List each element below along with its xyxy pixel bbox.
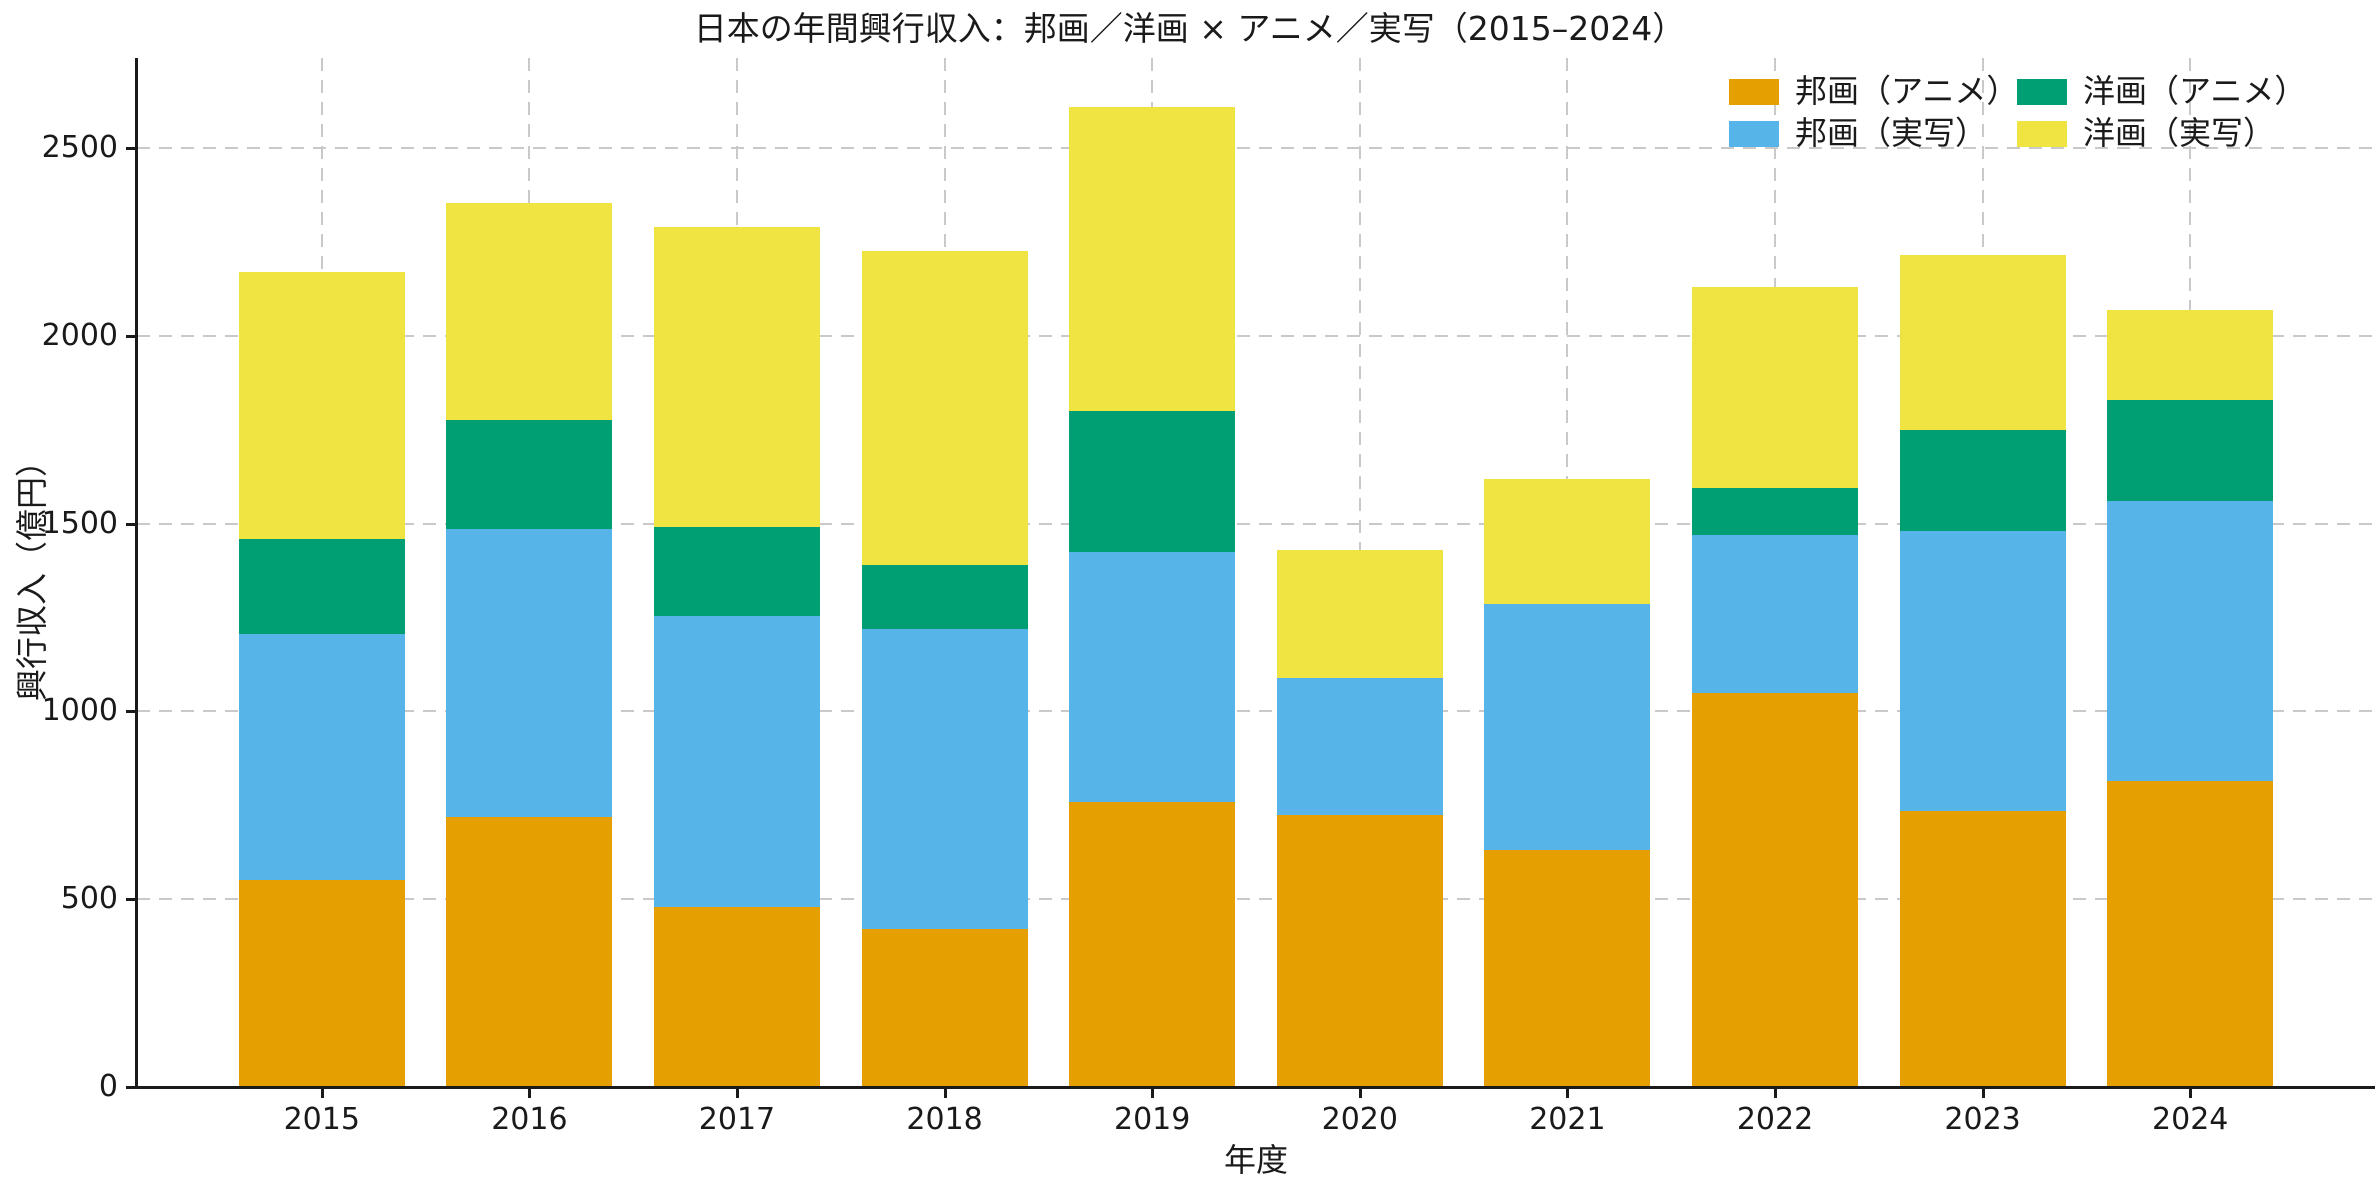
x-tick-mark [1358, 1088, 1362, 1098]
bar-segment [446, 816, 613, 1087]
bar-segment [2107, 501, 2274, 781]
x-tick-label: 2016 [491, 1102, 568, 1137]
x-tick-mark [1981, 1088, 1985, 1098]
y-tick-mark [126, 1086, 136, 1089]
x-tick-label: 2015 [283, 1102, 360, 1137]
gridline-horizontal [137, 522, 2375, 525]
x-tick-label: 2019 [1114, 1102, 1191, 1137]
x-tick-mark [2189, 1088, 2193, 1098]
gridline-horizontal [137, 147, 2375, 150]
bar-segment [446, 529, 613, 817]
bar-segment [861, 251, 1028, 565]
legend-swatch-icon [2017, 79, 2067, 105]
bar-segment [238, 538, 405, 635]
bar-segment [1899, 429, 2066, 532]
bar-segment [1484, 604, 1651, 851]
bar-segment [1069, 106, 1236, 411]
y-tick-label: 1000 [41, 693, 118, 729]
y-tick-mark [126, 147, 136, 151]
bar-segment [1692, 488, 1859, 535]
bar-segment [653, 615, 820, 907]
y-tick-mark [126, 522, 136, 526]
y-tick-label: 500 [60, 881, 118, 917]
bar-segment [2107, 780, 2274, 1087]
y-tick-label: 1500 [41, 505, 118, 541]
x-tick-label: 2020 [1321, 1102, 1398, 1137]
chart-title: 日本の年間興行収入：邦画／洋画 × アニメ／実写（2015–2024） [693, 9, 1686, 48]
x-tick-label: 2018 [906, 1102, 983, 1137]
y-tick-label: 2500 [41, 130, 118, 166]
y-tick-label: 0 [98, 1069, 118, 1104]
x-tick-mark [1774, 1088, 1778, 1098]
x-tick-label: 2021 [1529, 1102, 1606, 1137]
bar-segment [1069, 551, 1236, 802]
bar-segment [1069, 411, 1236, 552]
x-tick-label: 2023 [1944, 1102, 2021, 1137]
x-tick-mark [735, 1088, 739, 1098]
x-tick-label: 2022 [1736, 1102, 1814, 1137]
legend-label: 洋画（実写） [2083, 114, 2276, 152]
bar-segment [2107, 399, 2274, 502]
legend-swatch-icon [1729, 121, 1779, 147]
bar-segment [1069, 801, 1236, 1087]
legend-label: 洋画（アニメ） [2083, 72, 2307, 110]
bar-segment [238, 272, 405, 539]
x-tick-mark [943, 1088, 947, 1098]
y-tick-mark [126, 334, 136, 338]
bar-segment [1484, 478, 1651, 605]
bar-segment [2107, 309, 2274, 400]
bar-segment [861, 564, 1028, 629]
bar-segment [653, 527, 820, 616]
bar-segment [861, 628, 1028, 930]
bar-segment [653, 906, 820, 1087]
bar-segment [446, 420, 613, 530]
x-tick-mark [320, 1088, 324, 1098]
bar-segment [1484, 850, 1651, 1087]
y-tick-mark [126, 898, 136, 902]
bar-segment [238, 880, 405, 1087]
bar-segment [1276, 549, 1443, 678]
bar-segment [1276, 814, 1443, 1087]
x-axis-spine [135, 1086, 2375, 1089]
x-tick-mark [1566, 1088, 1570, 1098]
bar-segment [1276, 677, 1443, 815]
gridline-horizontal [137, 710, 2375, 713]
legend-label: 邦画（アニメ） [1795, 72, 2019, 110]
x-tick-label: 2017 [698, 1102, 776, 1137]
y-axis-spine [135, 58, 138, 1089]
legend-swatch-icon [1729, 79, 1779, 105]
bar-segment [1899, 255, 2066, 430]
y-tick-label: 2000 [41, 317, 118, 353]
x-tick-mark [528, 1088, 532, 1098]
x-axis-label: 年度 [1223, 1141, 1288, 1179]
bar-segment [1899, 810, 2066, 1087]
gridline-horizontal [137, 334, 2375, 337]
gridline-horizontal [137, 898, 2375, 901]
bar-segment [446, 202, 613, 421]
bar-segment [861, 929, 1028, 1087]
bar-segment [653, 226, 820, 528]
bar-segment [1899, 531, 2066, 811]
legend-label: 邦画（実写） [1795, 114, 1988, 152]
bar-segment [238, 634, 405, 881]
bar-segment [1692, 287, 1859, 488]
x-tick-label: 2024 [2152, 1102, 2229, 1137]
y-tick-mark [126, 710, 136, 714]
legend-swatch-icon [2017, 121, 2067, 147]
bar-segment [1692, 692, 1859, 1087]
x-tick-mark [1151, 1088, 1155, 1098]
bar-segment [1692, 534, 1859, 693]
